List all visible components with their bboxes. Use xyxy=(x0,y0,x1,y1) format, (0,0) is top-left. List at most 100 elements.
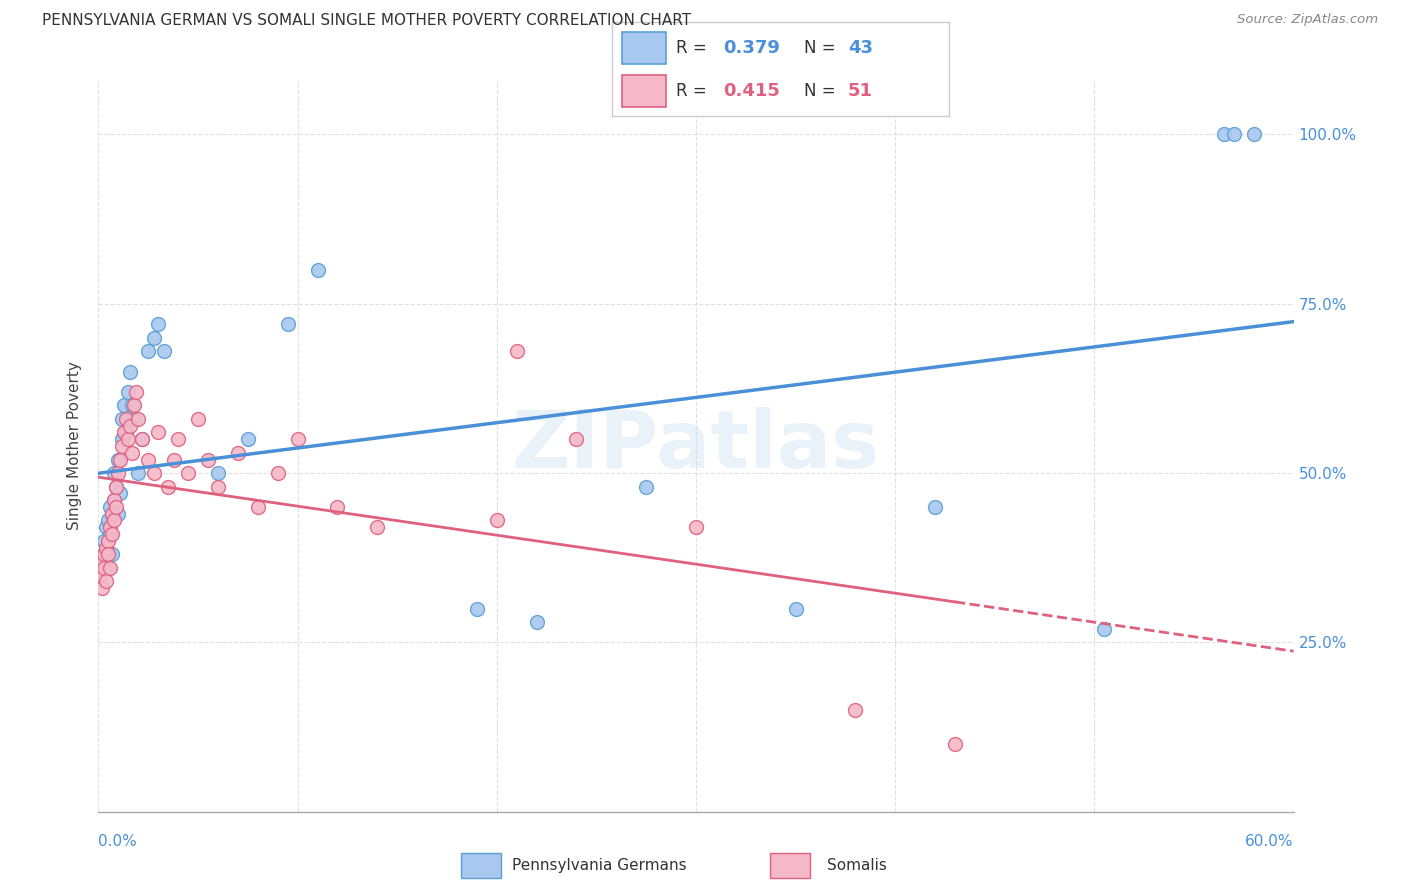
Text: Source: ZipAtlas.com: Source: ZipAtlas.com xyxy=(1237,13,1378,27)
Point xyxy=(844,703,866,717)
Point xyxy=(143,466,166,480)
Text: 0.415: 0.415 xyxy=(723,82,780,100)
Point xyxy=(267,466,290,480)
Point xyxy=(120,418,142,433)
Point xyxy=(307,263,329,277)
Point xyxy=(157,480,180,494)
Point xyxy=(107,466,129,480)
Point xyxy=(287,432,309,446)
Point xyxy=(136,344,159,359)
Point xyxy=(1212,128,1234,142)
Point xyxy=(96,574,118,589)
Y-axis label: Single Mother Poverty: Single Mother Poverty xyxy=(67,361,83,531)
Point xyxy=(246,500,269,514)
Point xyxy=(177,466,200,480)
Point xyxy=(111,412,134,426)
Point xyxy=(124,398,146,412)
Point xyxy=(117,384,139,399)
Text: Somalis: Somalis xyxy=(827,858,887,872)
Point xyxy=(111,432,134,446)
Point xyxy=(127,412,149,426)
Point xyxy=(1222,128,1246,142)
Point xyxy=(91,581,114,595)
Point xyxy=(105,480,128,494)
Point xyxy=(197,452,219,467)
Point xyxy=(97,547,120,561)
Point xyxy=(127,466,149,480)
Point xyxy=(101,527,124,541)
Point xyxy=(226,446,249,460)
Point xyxy=(93,547,115,561)
Point xyxy=(110,486,132,500)
Point xyxy=(506,344,529,359)
Point xyxy=(785,601,807,615)
Point xyxy=(366,520,388,534)
Point xyxy=(100,500,122,514)
Point xyxy=(103,493,125,508)
Text: 43: 43 xyxy=(848,38,873,56)
Point xyxy=(100,520,122,534)
Point xyxy=(565,432,588,446)
Point xyxy=(131,432,153,446)
Point xyxy=(120,364,142,378)
Text: R =: R = xyxy=(676,82,711,100)
Point xyxy=(100,561,122,575)
Point xyxy=(485,514,508,528)
Point xyxy=(97,561,120,575)
Point xyxy=(117,432,139,446)
Text: N =: N = xyxy=(804,82,841,100)
Point xyxy=(112,425,135,440)
Point xyxy=(167,432,190,446)
Point xyxy=(115,425,138,440)
Point xyxy=(124,412,146,426)
Point xyxy=(110,452,132,467)
Point xyxy=(943,737,966,751)
Bar xyxy=(461,853,501,878)
Point xyxy=(153,344,176,359)
Point xyxy=(1243,128,1265,142)
Text: ZIPatlas: ZIPatlas xyxy=(512,407,880,485)
Point xyxy=(96,520,118,534)
Point xyxy=(143,331,166,345)
Point xyxy=(131,432,153,446)
Point xyxy=(125,384,148,399)
Text: N =: N = xyxy=(804,38,841,56)
Point xyxy=(101,507,124,521)
Point xyxy=(685,520,707,534)
Point xyxy=(465,601,488,615)
Text: 51: 51 xyxy=(848,82,873,100)
Point xyxy=(107,452,129,467)
Point xyxy=(236,432,259,446)
Point xyxy=(136,452,159,467)
Point xyxy=(105,480,128,494)
Text: 0.379: 0.379 xyxy=(723,38,780,56)
Point xyxy=(111,439,134,453)
Point xyxy=(187,412,209,426)
Point xyxy=(103,493,125,508)
Point xyxy=(115,412,138,426)
Point xyxy=(91,554,114,568)
Point xyxy=(97,514,120,528)
Text: 0.0%: 0.0% xyxy=(98,834,138,849)
Point xyxy=(207,480,229,494)
Point xyxy=(97,533,120,548)
Bar xyxy=(621,32,665,63)
Point xyxy=(326,500,349,514)
Point xyxy=(93,561,115,575)
Text: Pennsylvania Germans: Pennsylvania Germans xyxy=(512,858,686,872)
Point xyxy=(112,398,135,412)
Text: PENNSYLVANIA GERMAN VS SOMALI SINGLE MOTHER POVERTY CORRELATION CHART: PENNSYLVANIA GERMAN VS SOMALI SINGLE MOT… xyxy=(42,13,692,29)
Point xyxy=(207,466,229,480)
Point xyxy=(526,615,548,629)
Point xyxy=(148,425,170,440)
Point xyxy=(96,547,118,561)
Point xyxy=(93,533,115,548)
Text: R =: R = xyxy=(676,38,711,56)
Point xyxy=(96,541,118,555)
Point xyxy=(121,398,143,412)
Point xyxy=(91,554,114,568)
Point xyxy=(107,507,129,521)
Point xyxy=(101,507,124,521)
Point xyxy=(105,500,128,514)
Point xyxy=(148,317,170,331)
